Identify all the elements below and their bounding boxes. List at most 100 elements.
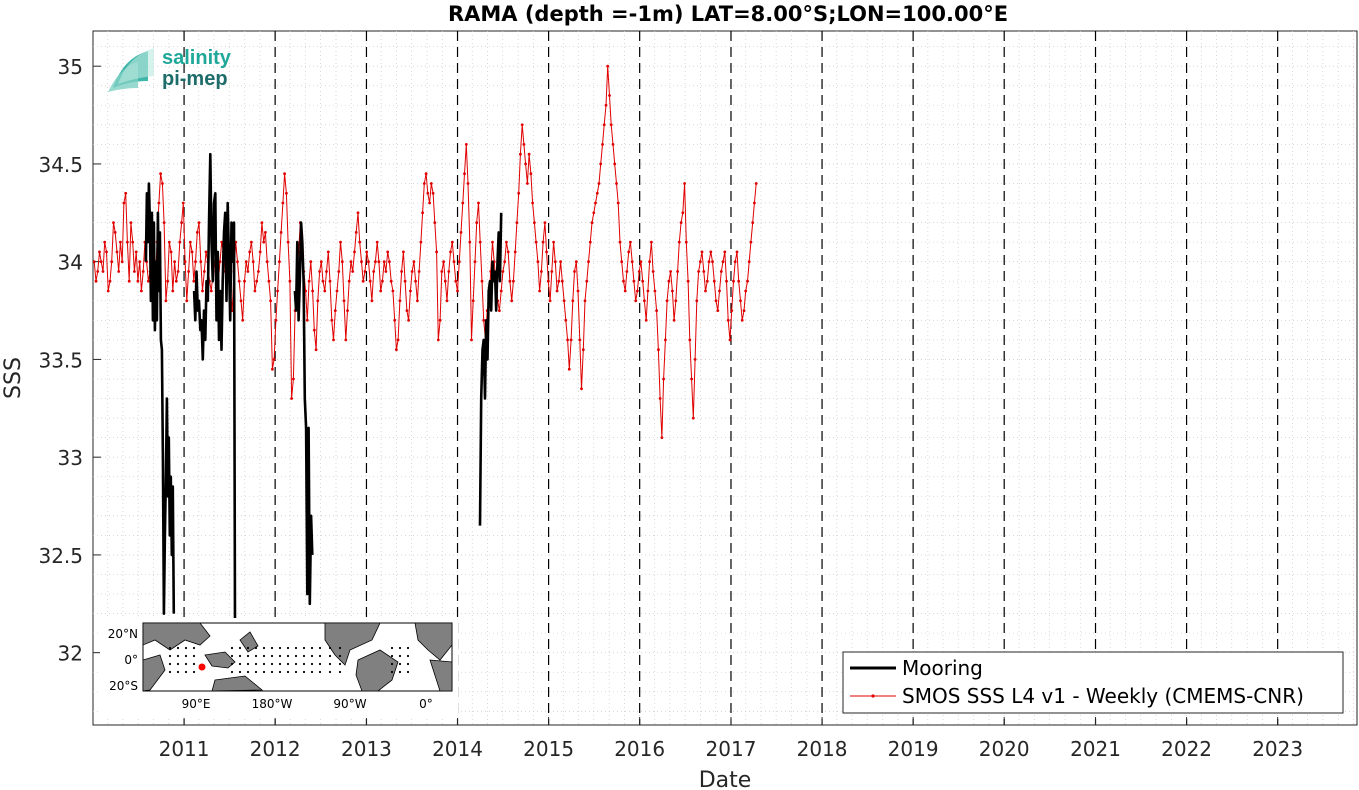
smos-point (347, 279, 351, 283)
smos-point (461, 201, 465, 205)
y-axis: 32 32.5 33 33.5 34 34.5 35 (38, 55, 101, 666)
smos-point (290, 397, 293, 400)
inset-station-dot (278, 662, 282, 666)
smos-point (662, 377, 665, 381)
smos-point (723, 250, 727, 254)
smos-point (552, 240, 555, 244)
x-tick-label: 2013 (341, 737, 392, 761)
inset-station-dot (184, 646, 188, 650)
x-tick-label: 2016 (614, 737, 665, 761)
inset-land-shape (143, 623, 211, 651)
smos-point (564, 318, 568, 322)
inset-station-dot (390, 646, 394, 650)
smos-point (435, 250, 438, 254)
smos-point (602, 123, 606, 127)
legend-box (842, 651, 1344, 714)
smos-point (113, 231, 117, 234)
smos-point (543, 221, 547, 225)
smos-point (267, 279, 271, 283)
x-tick-label: 2017 (706, 737, 757, 761)
smos-point (133, 270, 136, 273)
inset-station-dot (338, 646, 342, 650)
smos-point (712, 279, 716, 283)
inset-station-dot (328, 646, 332, 650)
inset-station-dot (176, 646, 180, 650)
smos-point (260, 221, 264, 225)
smos-point (531, 201, 534, 205)
inset-station-dot (168, 654, 172, 658)
smos-point (106, 289, 110, 293)
smos-point (466, 182, 470, 185)
y-axis-label: SSS (1, 357, 26, 399)
inset-station-dot (406, 670, 410, 674)
smos-point (707, 260, 711, 264)
smos-point (548, 299, 552, 303)
smos-point (433, 221, 437, 225)
smos-point (372, 270, 376, 273)
inset-station-dot (168, 646, 172, 650)
smos-point (482, 318, 486, 322)
smos-point (391, 289, 395, 293)
smos-point (573, 270, 576, 273)
smos-point (536, 260, 540, 264)
smos-point (616, 201, 620, 205)
smos-point (377, 260, 381, 264)
smos-point (105, 250, 108, 254)
inset-station-dot (230, 670, 234, 674)
smos-point (742, 309, 746, 312)
smos-point (414, 279, 417, 283)
smos-point (323, 289, 327, 293)
inset-station-dot (310, 670, 314, 674)
smos-point (559, 260, 562, 264)
smos-point (534, 240, 538, 244)
inset-station-dot (262, 670, 266, 674)
smos-point (124, 191, 128, 195)
smos-point (271, 367, 274, 371)
smos-point (122, 201, 126, 205)
smos-point (753, 201, 756, 205)
year-divider-lines (183, 31, 1279, 725)
smos-point (199, 260, 203, 264)
smos-point (389, 279, 393, 283)
smos-point (400, 270, 403, 273)
series-line-mooring (144, 182, 176, 615)
smos-point (658, 397, 662, 400)
smos-point (590, 221, 594, 225)
smos-point (180, 221, 184, 225)
x-tick-label: 2015 (523, 737, 574, 761)
smos-point (529, 172, 533, 176)
smos-point (620, 260, 624, 264)
smos-point (147, 279, 150, 283)
smos-point (255, 279, 259, 283)
x-tick-label: 2021 (1070, 737, 1121, 761)
smos-point (166, 279, 170, 283)
smos-point (445, 299, 449, 303)
smos-point (634, 299, 638, 303)
smos-point (686, 279, 690, 283)
smos-point (243, 279, 246, 283)
smos-point (126, 240, 129, 244)
smos-point (381, 279, 384, 283)
smos-point (220, 240, 224, 244)
smos-point (583, 299, 587, 303)
logo-wave-icon-3 (118, 48, 154, 84)
smos-point (119, 240, 122, 244)
smos-point (491, 240, 494, 244)
smos-point (281, 201, 285, 205)
smos-point (513, 250, 517, 254)
inset-station-dot (310, 646, 314, 650)
smos-point (499, 289, 503, 293)
smos-point (162, 221, 166, 225)
smos-point (747, 260, 751, 264)
smos-point (197, 221, 201, 225)
smos-point (438, 318, 442, 322)
smos-point (569, 338, 573, 342)
smos-point (632, 279, 636, 283)
smos-point (517, 191, 521, 195)
smos-point (508, 279, 512, 283)
smos-point (512, 279, 515, 283)
smos-point (578, 338, 582, 342)
smos-point (321, 279, 325, 283)
smos-point (325, 270, 328, 273)
smos-point (693, 358, 697, 361)
